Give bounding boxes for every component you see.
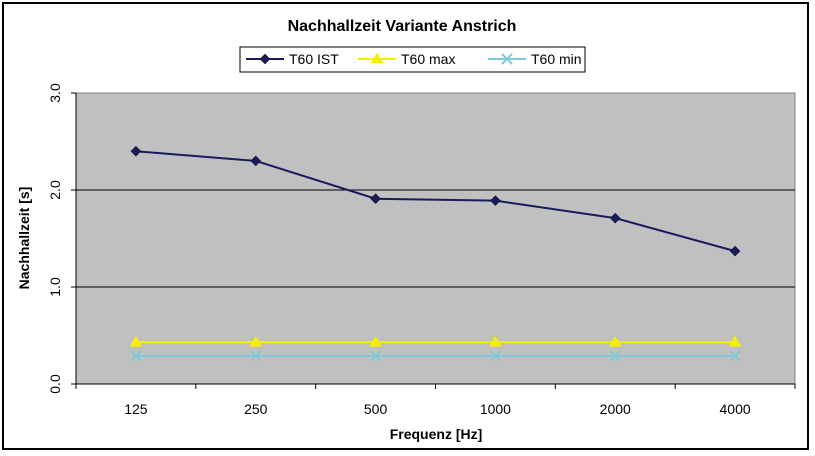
legend-marker	[501, 53, 513, 65]
data-point	[608, 335, 622, 347]
x-axis-label: Frequenz [Hz]	[390, 426, 483, 442]
legend-label: T60 IST	[289, 51, 339, 67]
x-tick-label: 1000	[480, 401, 511, 417]
data-point	[488, 335, 502, 347]
data-point	[729, 245, 741, 257]
legend: T60 IST T60 max T60 min	[239, 46, 586, 73]
marker-stroke	[369, 350, 382, 362]
legend-entry: T60 min	[488, 51, 582, 67]
y-tick-label: 0.0	[47, 374, 63, 394]
plot-area	[75, 92, 796, 385]
data-point	[369, 335, 383, 347]
marker-stroke	[729, 350, 741, 362]
x-tick-label: 2000	[600, 401, 631, 417]
data-point	[129, 335, 143, 347]
legend-marker	[370, 52, 384, 64]
y-axis-ticks: 0.0 1.0 2.0 3.0	[47, 83, 76, 394]
chart-title: Nachhallzeit Variante Anstrich	[288, 18, 517, 35]
marker-stroke	[609, 350, 621, 362]
y-tick-label: 1.0	[47, 277, 63, 297]
x-tick-label: 250	[244, 401, 268, 417]
x-tick-label: 125	[124, 401, 148, 417]
data-point	[250, 155, 262, 167]
legend-box	[239, 46, 586, 73]
y-tick-label: 2.0	[47, 180, 63, 200]
legend-label: T60 min	[531, 51, 582, 67]
series-3	[130, 350, 741, 362]
y-axis-label: Nachhallzeit [s]	[16, 187, 32, 290]
data-point	[130, 145, 142, 157]
data-point	[609, 350, 621, 362]
legend-entry: T60 IST	[246, 51, 339, 67]
x-tick-label: 4000	[720, 401, 751, 417]
y-tick-label: 3.0	[47, 83, 63, 103]
marker-stroke	[250, 350, 262, 362]
data-point	[250, 350, 262, 362]
data-point	[249, 335, 263, 347]
data-point	[490, 195, 501, 207]
series-1	[130, 145, 741, 257]
legend-entry: T60 max	[358, 51, 455, 67]
series-group	[129, 145, 742, 362]
data-point	[130, 350, 142, 362]
data-point	[370, 193, 381, 205]
data-point	[369, 350, 382, 362]
x-axis-ticks: 125 250 500 1000 2000 4000	[75, 384, 796, 417]
data-point	[729, 350, 741, 362]
marker-stroke	[489, 350, 502, 362]
data-point	[489, 350, 502, 362]
data-point	[728, 335, 742, 347]
legend-marker	[259, 53, 271, 65]
data-point	[609, 212, 621, 224]
legend-label: T60 max	[401, 51, 455, 67]
marker-stroke	[130, 350, 142, 362]
series-2	[129, 335, 742, 347]
series-line	[135, 150, 736, 253]
x-tick-label: 500	[364, 401, 388, 417]
marker-stroke	[501, 53, 513, 65]
